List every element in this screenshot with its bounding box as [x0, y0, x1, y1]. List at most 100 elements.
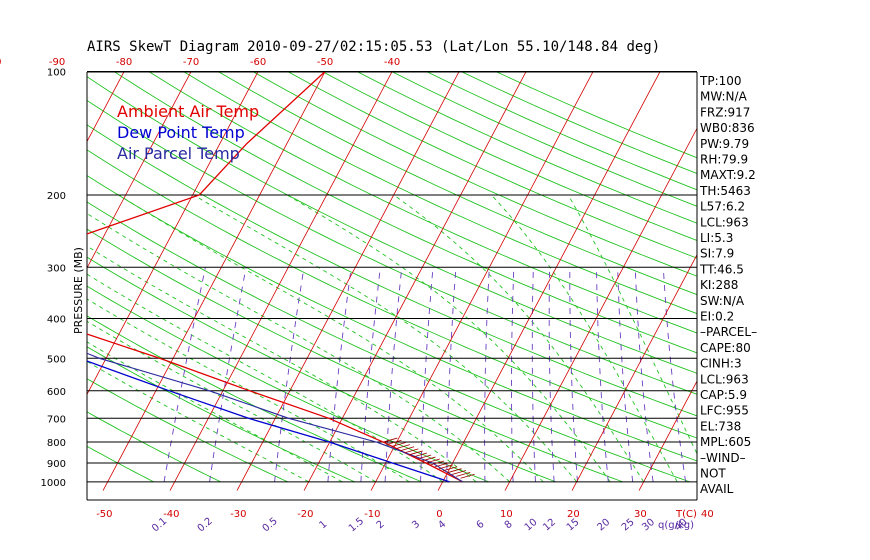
mixing-ratio-tick-label: 10 [523, 517, 540, 534]
series-line-air-parcel-temp [87, 352, 463, 483]
hatch-line [456, 472, 471, 477]
isotherm-line [840, 62, 870, 490]
stat-entry: FRZ:917 [700, 105, 750, 119]
hatch-line [408, 450, 423, 456]
top-temp-tick-label: -90 [49, 57, 65, 68]
stat-entry: PW:9.79 [700, 137, 749, 151]
mixing-ratio-tick-label: 12 [541, 517, 558, 534]
stat-entry: AVAIL [700, 482, 734, 496]
hatch-line [438, 464, 453, 470]
pressure-tick-label: 100 [47, 68, 66, 79]
isotherm-line [102, 72, 326, 491]
mixing-ratio-tick-label: 0.2 [196, 516, 215, 535]
isotherm-line [773, 62, 870, 490]
isotherm-line [236, 72, 460, 491]
isotherm-line [437, 72, 661, 491]
mixing-ratio-line [596, 267, 609, 482]
dry-adiabat [322, 72, 697, 241]
dry-adiabat [87, 228, 623, 483]
hatch-line [400, 446, 415, 452]
dry-adiabat [252, 72, 697, 277]
moist-adiabat [87, 320, 376, 483]
isotherm-line [571, 253, 697, 491]
moist-adiabat [393, 194, 644, 483]
bottom-temp-tick-label: -50 [96, 509, 112, 520]
stat-entry: LCL:963 [700, 215, 749, 229]
pressure-tick-label: 400 [47, 315, 66, 326]
dry-adiabat [87, 149, 697, 439]
dry-adiabat [87, 174, 697, 462]
series-line-ambient-air-temp [87, 72, 463, 483]
bottom-temp-tick-label: -10 [364, 509, 380, 520]
moist-adiabat [87, 245, 477, 483]
stat-entry: MW:N/A [700, 90, 748, 104]
stat-entry: CAP:5.9 [700, 388, 747, 402]
isotherm-line [87, 72, 192, 269]
bottom-temp-tick-label: -40 [163, 509, 179, 520]
hatch-line [387, 439, 402, 445]
bottom-temp-tick-label: 20 [567, 509, 580, 520]
moist-adiabat [193, 194, 577, 483]
stat-entry: LI:5.3 [700, 231, 733, 245]
dry-adiabat [87, 124, 697, 417]
hatch-line [460, 473, 475, 479]
stat-entry: EI:0.2 [700, 310, 734, 324]
stat-entry: NOT [700, 467, 726, 481]
stat-entry: EL:738 [700, 419, 741, 433]
isotherm-line [169, 72, 393, 491]
isotherm-line [0, 62, 62, 490]
dry-adiabat [113, 72, 697, 354]
mixing-ratio-tick-label: 0.5 [261, 516, 280, 535]
dry-adiabat [148, 72, 697, 334]
hatch-line [391, 442, 406, 447]
pressure-tick-label: 900 [47, 459, 66, 470]
hatch-line [412, 452, 428, 458]
hatch-line [451, 470, 466, 475]
dry-adiabat [287, 72, 697, 259]
mixing-ratio-line [511, 267, 515, 482]
chart-title: AIRS SkewT Diagram 2010-09-27/02:15:05.5… [87, 39, 660, 55]
stat-entry: KI:288 [700, 278, 738, 292]
hatch-line [447, 468, 462, 474]
mixing-ratio-line [209, 267, 247, 482]
isotherm-line [303, 72, 527, 491]
stat-entry: L57:6.2 [700, 200, 745, 214]
dry-adiabat [87, 201, 690, 483]
dry-adiabat [87, 256, 556, 483]
pressure-tick-label: 300 [47, 263, 66, 274]
mixing-ratio-line [634, 267, 654, 482]
top-temp-tick-label: -80 [116, 57, 132, 68]
x-axis-label: T(C) [675, 509, 697, 520]
dry-adiabat [87, 445, 154, 483]
mixing-ratio-tick-label: 8 [503, 519, 515, 532]
stat-entry: WB0:836 [700, 121, 755, 135]
bottom-temp-tick-label: 40 [701, 509, 714, 520]
stat-entry: LCL:963 [700, 372, 749, 386]
stat-entry: –WIND– [700, 451, 746, 465]
dry-adiabat [87, 378, 288, 483]
stat-entry: MPL:605 [700, 435, 751, 449]
top-temp-tick-label: -50 [317, 57, 333, 68]
pressure-tick-label: 1000 [41, 478, 66, 489]
mixing-ratio-line [446, 267, 457, 482]
mixing-ratio-line [420, 267, 434, 482]
dry-adiabat [87, 346, 355, 483]
hatch-line [383, 437, 398, 443]
top-temp-tick-label: -100 [0, 57, 1, 68]
mixing-ratio-tick-label: 6 [475, 519, 487, 532]
cape-hatch [383, 437, 475, 479]
bottom-temp-tick-label: 10 [500, 509, 513, 520]
top-temp-tick-label: -40 [384, 57, 400, 68]
stat-entry: LFC:955 [700, 404, 749, 418]
pressure-tick-label: 200 [47, 191, 66, 202]
stat-entry: SI:7.9 [700, 247, 734, 261]
isotherm-line [87, 72, 259, 396]
mixing-ratio-line [662, 267, 687, 482]
legend-entry: Ambient Air Temp [117, 102, 259, 121]
mixing-ratio-line [384, 267, 403, 482]
bottom-temp-tick-label: 30 [634, 509, 647, 520]
hatch-line [395, 444, 411, 450]
mixing-ratio-line [360, 267, 381, 482]
isotherm-line [638, 380, 697, 491]
